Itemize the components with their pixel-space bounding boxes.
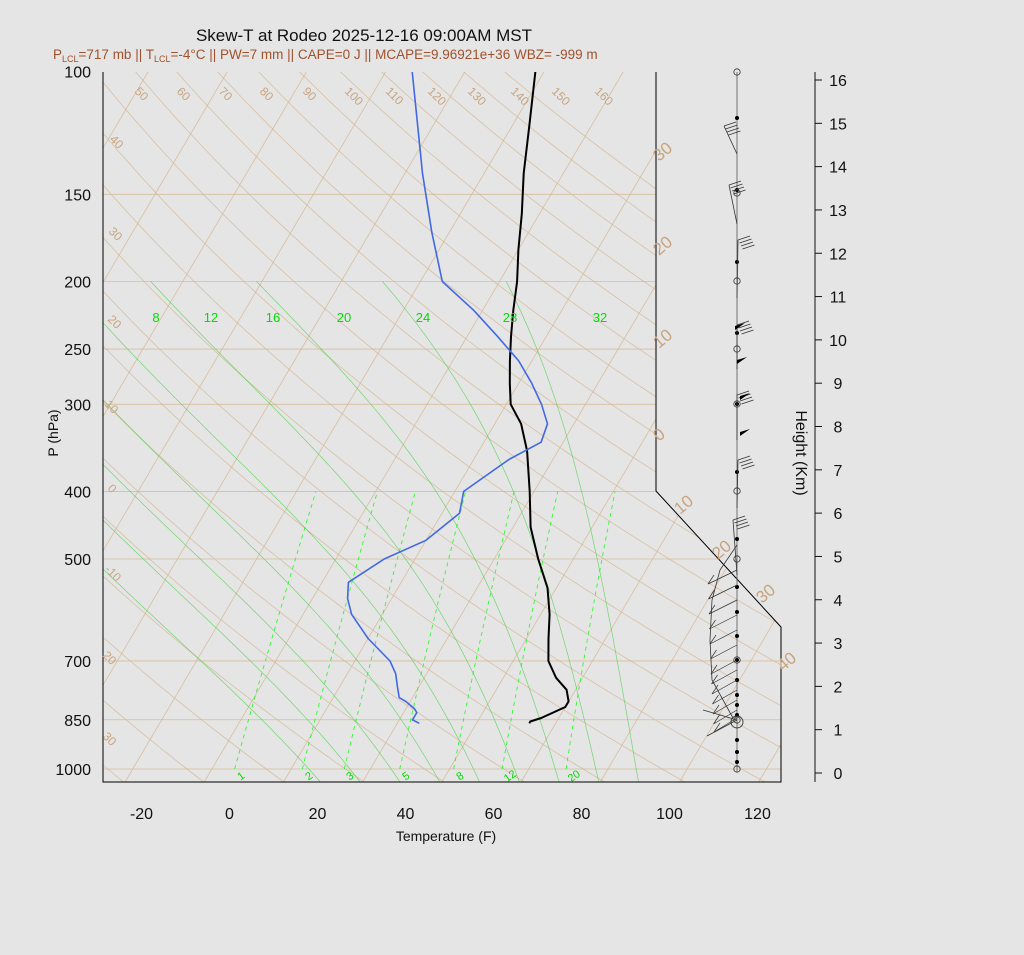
y-axis-title: P (hPa) [45, 409, 61, 456]
pressure-tick-label: 250 [64, 342, 91, 359]
height-tick-label: 11 [830, 290, 847, 307]
height-tick-label: 2 [834, 679, 843, 696]
temperature-tick-label: 120 [744, 806, 771, 823]
pressure-tick-label: 500 [64, 552, 91, 569]
height-tick-label: 10 [829, 333, 847, 350]
pressure-tick-label: 150 [64, 187, 91, 204]
mixing-ratio-top-label: 16 [266, 310, 280, 325]
wind-level-dot [735, 634, 739, 638]
subtitle-t-lcl-value: =-4°C || PW=7 mm || CAPE=0 J || MCAPE=9.… [170, 47, 597, 62]
wind-level-dot [735, 470, 739, 474]
height-tick-label: 4 [834, 593, 843, 610]
mixing-ratio-top-label: 32 [593, 310, 607, 325]
height-tick-label: 9 [834, 376, 843, 393]
subtitle-p-lcl-label: P [53, 47, 62, 62]
chart-subtitle: PLCL=717 mb || TLCL=-4°C || PW=7 mm || C… [53, 47, 598, 64]
height-tick-label: 14 [829, 160, 847, 177]
wind-level-dot [735, 537, 739, 541]
height-tick-label: 3 [834, 636, 843, 653]
wind-level-dot [735, 260, 739, 264]
mixing-ratio-top-label: 28 [503, 310, 517, 325]
wind-level-dot [735, 750, 739, 754]
height-tick-label: 16 [829, 73, 847, 90]
pressure-tick-label: 1000 [55, 762, 91, 779]
pressure-tick-label: 850 [64, 713, 91, 730]
subtitle-p-lcl-value: =717 mb || T [79, 47, 154, 62]
x-axis-title: Temperature (F) [396, 828, 496, 844]
mixing-ratio-top-label: 20 [337, 310, 351, 325]
mixing-ratio-top-label: 24 [416, 310, 430, 325]
temperature-tick-label: 80 [573, 806, 591, 823]
wind-level-dot [735, 693, 739, 697]
temperature-tick-label: 100 [656, 806, 683, 823]
wind-level-dot [735, 116, 739, 120]
wind-level-dot [735, 703, 739, 707]
height-tick-label: 6 [834, 506, 843, 523]
subtitle-p-lcl-sub: LCL [62, 54, 79, 64]
height-tick-label: 1 [834, 723, 843, 740]
subtitle-t-lcl-sub: LCL [154, 54, 171, 64]
wind-level-dot [735, 610, 739, 614]
height-tick-label: 7 [834, 463, 843, 480]
height-tick-label: 8 [834, 420, 843, 437]
pressure-tick-label: 200 [64, 274, 91, 291]
temperature-tick-label: -20 [130, 806, 153, 823]
wind-level-dot [735, 760, 739, 764]
y2-axis-title: Height (Km) [792, 410, 809, 495]
mixing-ratio-top-label: 12 [204, 310, 218, 325]
mixing-ratio-top-label: 8 [152, 310, 159, 325]
height-tick-label: 5 [834, 549, 843, 566]
pressure-tick-label: 300 [64, 397, 91, 414]
pressure-tick-label: 100 [64, 65, 91, 82]
height-tick-label: 13 [829, 203, 847, 220]
temperature-tick-label: 0 [225, 806, 234, 823]
height-tick-label: 12 [829, 246, 847, 263]
height-tick-label: 0 [834, 766, 843, 783]
chart-title: Skew-T at Rodeo 2025-12-16 09:00AM MST [196, 26, 532, 45]
wind-level-dot [735, 738, 739, 742]
temperature-tick-label: 60 [485, 806, 503, 823]
pressure-tick-label: 700 [64, 654, 91, 671]
temperature-tick-label: 40 [397, 806, 415, 823]
temperature-tick-label: 20 [309, 806, 327, 823]
height-tick-label: 15 [829, 116, 847, 133]
pressure-tick-label: 400 [64, 484, 91, 501]
